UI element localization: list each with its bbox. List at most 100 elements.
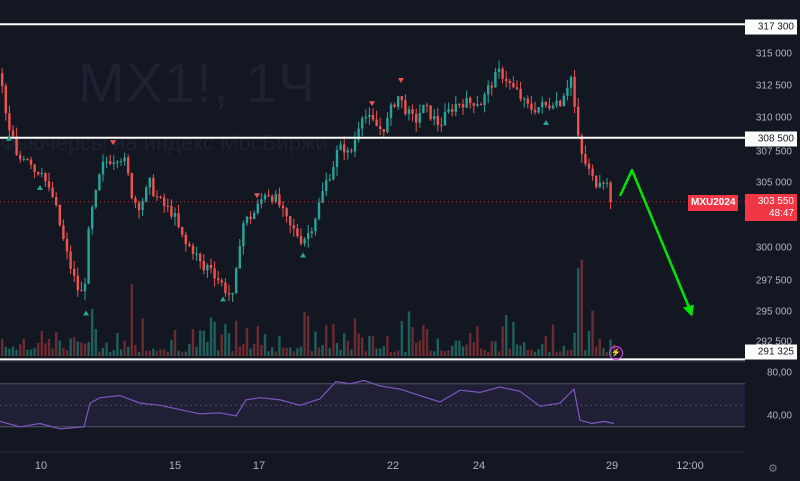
candle-body	[224, 282, 227, 294]
candle-body	[29, 159, 33, 165]
candle-body	[145, 187, 148, 202]
candle-body	[335, 149, 339, 168]
volume-bar	[537, 349, 540, 356]
volume-bar	[292, 351, 295, 356]
volume-bar	[458, 340, 461, 356]
volume-bar	[400, 321, 403, 356]
volume-bar	[62, 347, 65, 356]
candle-body	[609, 182, 612, 202]
volume-bar	[472, 342, 475, 356]
gear-icon[interactable]: ⚙	[768, 463, 778, 475]
candle-body	[393, 104, 396, 107]
volume-bar	[137, 351, 141, 356]
volume-bar	[584, 350, 587, 356]
candle-body	[494, 71, 497, 88]
volume-bar	[8, 348, 11, 356]
volume-bar	[591, 310, 594, 356]
sell-signal-marker	[254, 193, 260, 199]
volume-bar	[87, 342, 90, 356]
price-tick: 295 000	[755, 306, 792, 318]
volume-bar	[127, 346, 130, 356]
volume-bar	[109, 351, 112, 356]
volume-bar	[29, 349, 33, 356]
candle-body	[523, 98, 526, 100]
volume-bar	[429, 350, 432, 356]
candle-body	[235, 268, 238, 293]
sell-signal-marker	[369, 101, 375, 107]
volume-bar	[515, 344, 519, 356]
volume-bar	[533, 351, 537, 356]
volume-bar	[386, 336, 389, 356]
volume-bar	[497, 351, 501, 356]
candle-body	[332, 167, 335, 180]
candle-body	[422, 104, 425, 113]
candle-body	[292, 225, 295, 229]
candle-body	[325, 180, 328, 191]
volume-bar	[310, 351, 313, 356]
volume-bar	[213, 321, 216, 356]
candle-body	[577, 106, 580, 136]
volume-bar	[483, 349, 486, 356]
candle-body	[476, 104, 479, 106]
volume-bar	[1, 338, 4, 356]
candle-body	[8, 113, 11, 131]
candle-body	[544, 101, 547, 106]
volume-bar	[22, 338, 25, 356]
candle-body	[256, 203, 259, 213]
volume-bar	[314, 331, 317, 356]
candle-body	[274, 194, 277, 202]
volume-bar	[105, 342, 108, 356]
volume-bar	[602, 348, 605, 356]
candle-body	[303, 238, 306, 244]
volume-bar	[191, 329, 195, 356]
volume-bar	[425, 328, 429, 356]
volume-bar	[566, 350, 569, 356]
candle-body	[429, 105, 432, 120]
volume-bar	[91, 308, 94, 356]
candle-body	[339, 144, 342, 150]
volume-bar	[220, 334, 223, 356]
candle-body	[123, 157, 126, 162]
volume-bar	[299, 346, 303, 356]
lightning-icon[interactable]: ⚡	[609, 346, 623, 360]
time-tick: 15	[168, 460, 182, 472]
volume-bar	[436, 338, 439, 356]
candle-body	[231, 293, 234, 295]
candle-body	[152, 177, 155, 197]
candle-body	[245, 216, 249, 224]
candle-body	[397, 96, 400, 107]
time-tick: 29	[605, 460, 619, 472]
candle-body	[483, 94, 486, 106]
candle-body	[281, 205, 285, 209]
volume-bar	[188, 344, 191, 356]
price-tick: 307 500	[755, 146, 792, 158]
candle-body	[361, 118, 364, 129]
volume-bar	[19, 344, 22, 356]
volume-bar	[469, 332, 472, 356]
rsi-tick: 40,00	[766, 410, 792, 422]
candle-body	[130, 173, 133, 199]
candle-body	[87, 228, 90, 284]
candle-body	[328, 179, 331, 181]
candle-body	[515, 87, 519, 89]
candle-body	[580, 135, 583, 154]
volume-bar	[357, 333, 360, 356]
candle-body	[11, 130, 15, 137]
candle-body	[573, 76, 576, 107]
volume-bar	[375, 348, 378, 356]
volume-bar	[166, 351, 169, 356]
volume-bar	[526, 350, 529, 356]
candle-body	[465, 97, 468, 108]
candle-body	[299, 236, 303, 244]
volume-bar	[508, 348, 511, 356]
volume-bar	[281, 347, 285, 356]
volume-bar	[321, 345, 324, 356]
candle-body	[343, 144, 346, 153]
candle-body	[497, 68, 501, 72]
price-axis[interactable]: 315 000 312 500 310 000 307 500 305 000 …	[745, 0, 800, 481]
time-tick: 24	[472, 460, 486, 472]
candle-body	[112, 162, 115, 164]
volume-bar	[379, 348, 382, 356]
